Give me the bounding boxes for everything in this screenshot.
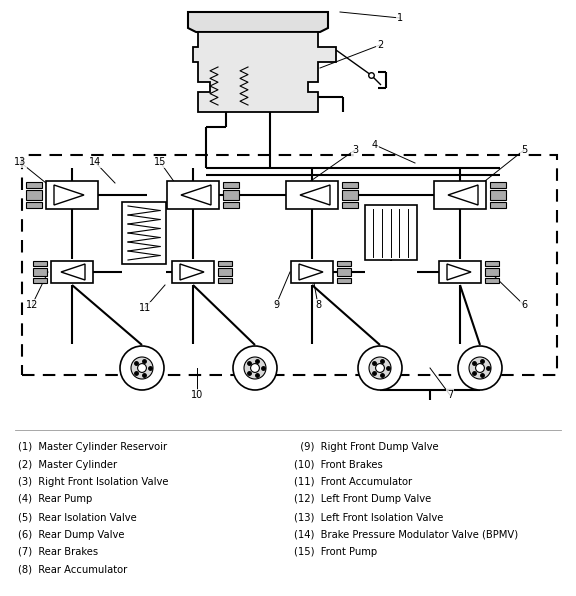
Bar: [233, 37, 255, 65]
Text: 2: 2: [377, 40, 383, 50]
Text: (7)  Rear Brakes: (7) Rear Brakes: [18, 547, 98, 557]
Bar: [51, 261, 93, 283]
Text: (11)  Front Accumulator: (11) Front Accumulator: [294, 477, 412, 487]
Circle shape: [358, 346, 402, 390]
Text: 7: 7: [447, 390, 453, 400]
Bar: [218, 268, 232, 276]
Text: 6: 6: [521, 300, 527, 310]
Bar: [342, 182, 358, 188]
Bar: [22, 155, 557, 375]
Bar: [485, 278, 499, 283]
Text: (13)  Left Front Isolation Valve: (13) Left Front Isolation Valve: [294, 512, 444, 522]
Bar: [485, 261, 499, 266]
Bar: [122, 202, 166, 264]
Circle shape: [138, 364, 146, 372]
Circle shape: [469, 357, 491, 379]
Text: (5)  Rear Isolation Valve: (5) Rear Isolation Valve: [18, 512, 137, 522]
Bar: [291, 261, 333, 283]
Bar: [26, 202, 42, 208]
Text: (9)  Right Front Dump Valve: (9) Right Front Dump Valve: [294, 442, 439, 452]
Circle shape: [369, 357, 391, 379]
Bar: [46, 181, 98, 209]
Text: (4)  Rear Pump: (4) Rear Pump: [18, 495, 92, 504]
Bar: [342, 202, 358, 208]
Circle shape: [244, 357, 266, 379]
Bar: [337, 278, 351, 283]
Bar: [490, 202, 506, 208]
Text: (14)  Brake Pressure Modulator Valve (BPMV): (14) Brake Pressure Modulator Valve (BPM…: [294, 529, 518, 539]
Bar: [337, 261, 351, 266]
Text: 12: 12: [26, 300, 38, 310]
Bar: [218, 261, 232, 266]
Circle shape: [458, 346, 502, 390]
Bar: [26, 190, 42, 200]
Text: (12)  Left Front Dump Valve: (12) Left Front Dump Valve: [294, 495, 431, 504]
Circle shape: [376, 364, 384, 372]
Bar: [266, 37, 286, 65]
Bar: [33, 278, 47, 283]
Text: 13: 13: [14, 157, 26, 167]
Text: 5: 5: [521, 145, 527, 155]
Circle shape: [120, 346, 164, 390]
Text: (8)  Rear Accumulator: (8) Rear Accumulator: [18, 564, 127, 575]
Circle shape: [476, 364, 484, 372]
Text: 8: 8: [315, 300, 321, 310]
Text: (15)  Front Pump: (15) Front Pump: [294, 547, 377, 557]
Bar: [203, 37, 225, 65]
Bar: [223, 202, 239, 208]
Text: (10)  Front Brakes: (10) Front Brakes: [294, 460, 382, 470]
Text: (2)  Master Cylinder: (2) Master Cylinder: [18, 460, 117, 470]
Bar: [33, 261, 47, 266]
Bar: [223, 182, 239, 188]
Bar: [365, 205, 417, 260]
Bar: [337, 268, 351, 276]
Text: (1)  Master Cylinder Reservoir: (1) Master Cylinder Reservoir: [18, 442, 167, 452]
Bar: [167, 181, 219, 209]
Polygon shape: [193, 32, 336, 112]
Text: 1: 1: [397, 13, 403, 23]
Bar: [172, 261, 214, 283]
Bar: [33, 268, 47, 276]
Text: (6)  Rear Dump Valve: (6) Rear Dump Valve: [18, 529, 124, 539]
Text: (3)  Right Front Isolation Valve: (3) Right Front Isolation Valve: [18, 477, 169, 487]
Bar: [490, 190, 506, 200]
Bar: [490, 182, 506, 188]
Bar: [439, 261, 481, 283]
Bar: [218, 278, 232, 283]
Text: 9: 9: [273, 300, 279, 310]
Text: 11: 11: [139, 303, 151, 313]
Text: 14: 14: [89, 157, 101, 167]
Polygon shape: [188, 12, 328, 32]
Circle shape: [251, 364, 259, 372]
Circle shape: [233, 346, 277, 390]
Bar: [342, 190, 358, 200]
Bar: [434, 181, 486, 209]
Text: 3: 3: [352, 145, 358, 155]
Bar: [223, 190, 239, 200]
Text: 10: 10: [191, 390, 203, 400]
Bar: [26, 182, 42, 188]
Bar: [485, 268, 499, 276]
Text: 15: 15: [154, 157, 166, 167]
Text: 4: 4: [372, 140, 378, 150]
Bar: [286, 181, 338, 209]
Circle shape: [131, 357, 153, 379]
